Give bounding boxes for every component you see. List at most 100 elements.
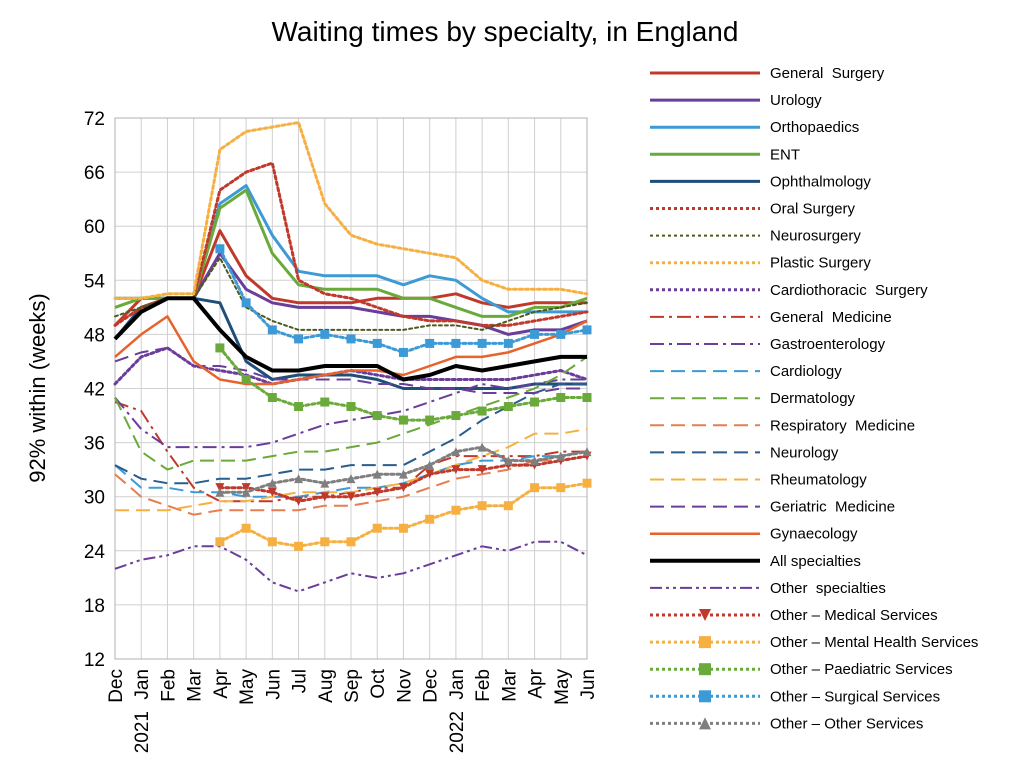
data-point bbox=[215, 537, 225, 547]
data-point bbox=[320, 329, 330, 339]
data-point bbox=[556, 483, 566, 493]
data-point bbox=[503, 456, 513, 466]
legend-label: Cardiology bbox=[770, 363, 842, 380]
series-layer bbox=[113, 121, 592, 593]
legend-label: Other – Other Services bbox=[770, 715, 923, 732]
legend-item: Rheumatology bbox=[650, 472, 867, 489]
data-point bbox=[267, 478, 277, 488]
data-point bbox=[503, 338, 513, 348]
data-point bbox=[346, 492, 356, 502]
x-tick-label: Feb bbox=[473, 669, 494, 702]
data-point bbox=[372, 487, 382, 497]
data-point bbox=[215, 483, 225, 493]
legend-marker bbox=[699, 663, 711, 676]
data-point bbox=[451, 465, 461, 475]
series-17 bbox=[114, 315, 588, 386]
data-point bbox=[582, 393, 592, 403]
data-point bbox=[425, 514, 435, 524]
series-23 bbox=[215, 244, 592, 357]
legend-item: Other – Mental Health Services bbox=[650, 634, 978, 651]
legend-label: Gastroenterology bbox=[770, 336, 886, 353]
series-22 bbox=[215, 343, 592, 425]
axes bbox=[114, 117, 588, 660]
data-point bbox=[451, 447, 461, 457]
data-point bbox=[477, 442, 487, 452]
data-point bbox=[451, 338, 461, 348]
data-point bbox=[294, 402, 304, 412]
series-line bbox=[114, 315, 588, 386]
legend-label: Rheumatology bbox=[770, 472, 867, 489]
legend-label: Plastic Surgery bbox=[770, 255, 871, 272]
data-point bbox=[530, 456, 540, 466]
y-tick-label: 72 bbox=[84, 109, 105, 130]
x-tick-label: Jul bbox=[290, 669, 311, 693]
data-point bbox=[477, 406, 487, 416]
legend-label: Oral Surgery bbox=[770, 201, 856, 218]
data-point bbox=[451, 411, 461, 421]
x-year-label: 2022 bbox=[447, 711, 468, 753]
x-tick-label: Jun bbox=[578, 669, 599, 700]
x-tick-label: May bbox=[237, 669, 258, 705]
legend-label: Other specialties bbox=[770, 580, 886, 597]
series-24 bbox=[215, 442, 592, 497]
y-tick-label: 48 bbox=[84, 325, 105, 346]
legend-label: ENT bbox=[770, 146, 800, 163]
data-point bbox=[398, 523, 408, 533]
series-line bbox=[113, 121, 589, 300]
legend-item: Neurology bbox=[650, 444, 839, 461]
data-point bbox=[267, 537, 277, 547]
x-tick-label: Jan bbox=[447, 669, 468, 700]
data-point bbox=[372, 338, 382, 348]
data-point bbox=[346, 334, 356, 344]
chart-title: Waiting times by specialty, in England bbox=[272, 16, 739, 47]
data-point bbox=[267, 393, 277, 403]
legend-item: Other – Other Services bbox=[650, 715, 923, 732]
data-point bbox=[294, 541, 304, 551]
data-point bbox=[241, 487, 251, 497]
data-point bbox=[215, 343, 225, 353]
data-point bbox=[267, 325, 277, 335]
legend-item: Urology bbox=[650, 92, 822, 109]
data-point bbox=[398, 347, 408, 357]
x-tick-label: Mar bbox=[185, 668, 206, 701]
plot-frame bbox=[114, 117, 588, 660]
x-tick-label: Sep bbox=[342, 669, 363, 703]
legend-label: Geriatric Medicine bbox=[770, 499, 895, 516]
series-21 bbox=[215, 478, 592, 551]
x-tick-label: Feb bbox=[158, 669, 179, 702]
legend-label: Urology bbox=[770, 92, 822, 109]
data-point bbox=[398, 469, 408, 479]
data-point bbox=[320, 478, 330, 488]
y-tick-label: 30 bbox=[84, 488, 105, 509]
series-line bbox=[113, 296, 587, 382]
data-point bbox=[582, 325, 592, 335]
data-point bbox=[477, 465, 487, 475]
data-point bbox=[215, 244, 225, 254]
x-tick-label: Oct bbox=[368, 668, 389, 698]
data-point bbox=[320, 537, 330, 547]
data-point bbox=[267, 487, 277, 497]
legend-item: Other – Paediatric Services bbox=[650, 661, 953, 678]
x-tick-label: May bbox=[552, 669, 573, 705]
legend-item: Gynaecology bbox=[650, 526, 858, 543]
y-tick-label: 18 bbox=[84, 596, 105, 617]
data-point bbox=[503, 501, 513, 511]
data-point bbox=[372, 469, 382, 479]
x-tick-label: Dec bbox=[106, 669, 127, 703]
data-point bbox=[425, 415, 435, 425]
series-7 bbox=[113, 121, 589, 300]
data-point bbox=[320, 397, 330, 407]
legend-item: Orthopaedics bbox=[650, 119, 859, 136]
legend-label: Dermatology bbox=[770, 390, 856, 407]
data-point bbox=[530, 329, 540, 339]
legend-item: Gastroenterology bbox=[650, 336, 886, 353]
legend: General Surgery Urology Orthopaedics ENT Oph… bbox=[650, 65, 978, 732]
data-point bbox=[425, 338, 435, 348]
legend-item: Dermatology bbox=[650, 390, 856, 407]
data-point bbox=[582, 478, 592, 488]
legend-label: General Surgery bbox=[770, 65, 885, 82]
data-point bbox=[346, 402, 356, 412]
